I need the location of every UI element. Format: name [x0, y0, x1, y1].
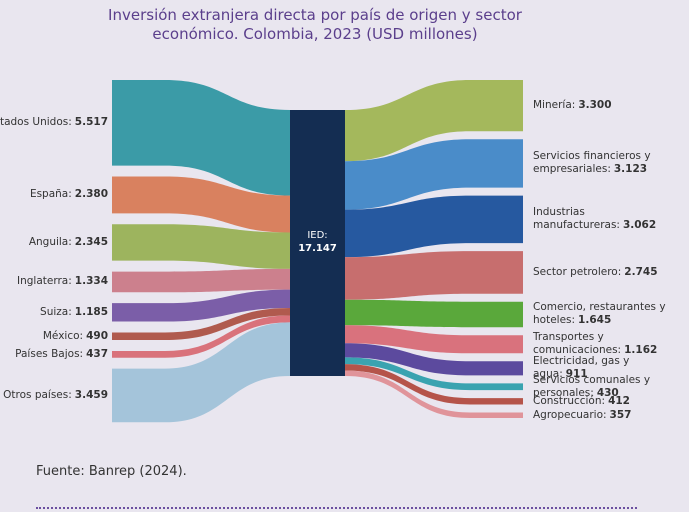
- source-label: Países Bajos: 437: [15, 348, 108, 361]
- source-note: Fuente: Banrep (2024).: [36, 464, 187, 479]
- source-value: 1.334: [74, 275, 108, 288]
- center-name: IED:: [307, 230, 328, 241]
- source-label: Otros países: 3.459: [3, 389, 108, 402]
- target-label: Sector petrolero: 2.745: [533, 266, 683, 279]
- target-name: Servicios comunales y personales:: [533, 373, 651, 399]
- target-value: 412: [608, 394, 630, 407]
- target-flow: [345, 139, 523, 210]
- source-flow: [112, 224, 290, 269]
- center-value: 17.147: [298, 243, 337, 254]
- source-name: Estados Unidos:: [0, 116, 72, 129]
- target-value: 357: [609, 408, 632, 421]
- source-value: 2.345: [74, 235, 108, 248]
- target-flow: [345, 364, 523, 405]
- target-flow: [345, 325, 523, 354]
- divider: [36, 507, 637, 509]
- source-flow: [112, 289, 290, 322]
- target-value: 3.062: [622, 219, 657, 232]
- target-flow: [345, 195, 523, 258]
- source-flow: [112, 322, 290, 423]
- center-node: [290, 110, 345, 376]
- source-name: Anguila:: [28, 235, 72, 248]
- target-name: Comercio, restaurantes y hoteles:: [533, 301, 666, 327]
- target-name: Electricidad, gas y agua:: [533, 355, 630, 381]
- target-value: 1.645: [578, 314, 612, 327]
- target-flow: [345, 343, 523, 376]
- target-flow: [345, 357, 523, 391]
- target-label: Construcción: 412: [533, 395, 683, 408]
- source-value: 437: [86, 347, 108, 360]
- target-name: Construcción:: [533, 394, 606, 407]
- target-value: 1.162: [624, 344, 658, 357]
- target-name: Sector petrolero:: [533, 265, 622, 278]
- source-value: 1.185: [74, 305, 108, 318]
- target-name: Servicios financieros y empresariales:: [533, 150, 651, 176]
- target-flow: [345, 80, 523, 162]
- target-label: Servicios financieros y empresariales: 3.…: [533, 150, 683, 176]
- target-value: 911: [565, 368, 588, 381]
- source-label: Inglaterra: 1.334: [17, 275, 108, 288]
- chart-title: Inversión extranjera directa por país de…: [108, 6, 522, 43]
- source-name: México:: [42, 329, 84, 342]
- target-name: Minería:: [533, 99, 576, 112]
- source-flow: [112, 80, 290, 196]
- source-value: 490: [86, 329, 108, 342]
- target-label: Transportes y comunicaciones: 1.162: [533, 331, 683, 357]
- source-name: Países Bajos:: [15, 347, 84, 360]
- source-name: España:: [29, 188, 72, 201]
- target-value: 430: [596, 386, 619, 399]
- target-label: Comercio, restaurantes y hoteles: 1.645: [533, 301, 683, 327]
- source-label: Estados Unidos:5.517: [0, 116, 108, 129]
- source-label: México: 490: [43, 330, 108, 343]
- target-name: Agropecuario:: [533, 408, 607, 421]
- target-flow: [345, 251, 523, 300]
- source-name: Suiza:: [40, 305, 72, 318]
- target-flow: [345, 299, 523, 328]
- source-label: Anguila: 2.345: [29, 236, 108, 249]
- source-name: Inglaterra:: [17, 275, 72, 288]
- source-label: España: 2.380: [30, 188, 108, 201]
- target-flow: [345, 370, 523, 418]
- source-label: Suiza: 1.185: [40, 306, 108, 319]
- target-label: Electricidad, gas y agua: 911: [533, 355, 683, 381]
- target-label: Agropecuario: 357: [533, 409, 683, 422]
- target-name: Transportes y comunicaciones:: [533, 331, 622, 357]
- target-value: 3.123: [613, 163, 648, 176]
- source-value: 2.380: [74, 188, 108, 201]
- target-value: 2.745: [624, 265, 658, 278]
- source-flow: [112, 315, 290, 358]
- source-value: 5.517: [74, 116, 108, 129]
- target-label: Servicios comunales y personales: 430: [533, 374, 683, 400]
- target-name: Industrias manufactureras:: [533, 206, 620, 232]
- center-label: IED: 17.147: [290, 229, 345, 255]
- target-label: Industrias manufactureras: 3.062: [533, 206, 683, 232]
- source-name: Otros países:: [3, 388, 72, 401]
- source-flow: [112, 307, 290, 341]
- source-flow: [112, 176, 290, 233]
- target-label: Minería: 3.300: [533, 99, 683, 112]
- target-value: 3.300: [578, 99, 612, 112]
- source-flow: [112, 268, 290, 293]
- source-value: 3.459: [74, 388, 108, 401]
